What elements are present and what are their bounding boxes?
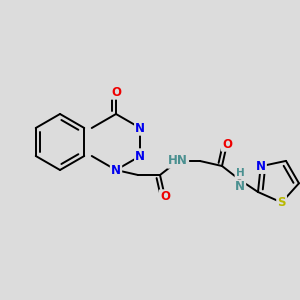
Text: O: O: [222, 137, 232, 151]
Text: N: N: [256, 160, 266, 173]
Text: HN: HN: [168, 154, 188, 167]
Text: N: N: [135, 149, 145, 163]
Text: S: S: [278, 196, 286, 209]
Text: H: H: [236, 168, 244, 178]
Text: O: O: [111, 85, 121, 98]
Text: O: O: [160, 190, 170, 203]
Text: N: N: [135, 122, 145, 134]
Text: N: N: [111, 164, 121, 176]
Text: N: N: [235, 181, 245, 194]
